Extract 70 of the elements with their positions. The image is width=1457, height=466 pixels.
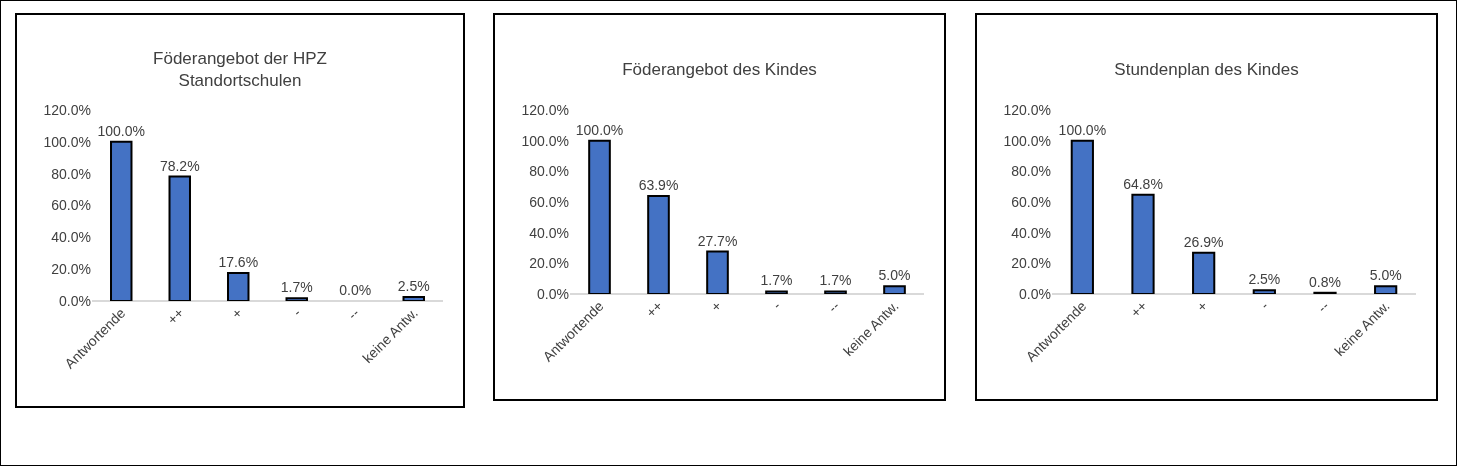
bar [1252,289,1276,294]
data-label: 2.5% [1248,271,1281,288]
data-label: 5.0% [1369,267,1402,284]
bar [883,285,906,294]
y-tick-label: 0.0% [537,285,569,302]
x-tick-label: - [289,304,305,320]
data-label: 0.0% [339,282,372,298]
y-tick-label: 20.0% [1011,255,1051,272]
y-tick-label: 100.0% [521,132,569,149]
bar [110,140,133,301]
y-tick-label: 40.0% [529,224,569,241]
data-label: 64.8% [1123,175,1163,192]
x-tick-label: ++ [1127,297,1151,321]
bar [1192,251,1216,294]
x-tick-label: -- [824,297,843,316]
data-label: 26.9% [1183,233,1224,250]
data-label: 5.0% [878,267,911,284]
y-tick-label: 120.0% [521,101,569,118]
bar [1374,285,1398,294]
bar [765,290,788,294]
y-tick-label: 60.0% [1011,193,1051,210]
y-tick-label: 80.0% [51,165,91,182]
bar [168,175,191,301]
data-label: 100.0% [97,122,145,139]
y-tick-label: 60.0% [529,193,569,210]
data-label: 17.6% [218,253,259,270]
bar [1070,139,1094,294]
y-tick-label: 80.0% [1011,163,1051,180]
y-tick-label: 40.0% [51,229,91,246]
y-tick-label: 20.0% [529,255,569,272]
y-tick-label: 100.0% [1003,132,1051,149]
data-label: 100.0% [575,121,624,138]
bar [824,290,847,294]
x-tick-label: + [707,297,725,315]
data-label: 78.2% [159,157,200,174]
data-label: 0.8% [1309,273,1341,290]
chart-title: Föderangebot des Kindes [622,60,817,80]
data-label: 63.9% [638,177,679,194]
x-tick-label: + [1193,297,1211,315]
bar [706,250,729,294]
bar [1131,193,1155,294]
y-tick-label: 20.0% [51,261,91,278]
data-label: 2.5% [397,278,430,295]
y-tick-label: 60.0% [51,197,91,214]
data-label: 1.7% [819,272,852,289]
bar [227,271,250,301]
x-tick-label: - [768,297,784,313]
chart-title: Stundenplan des Kindes [1114,60,1299,80]
bar [588,139,611,294]
bar [402,296,425,301]
y-tick-label: 100.0% [43,133,91,150]
bar [647,195,670,294]
data-label: 1.7% [760,272,793,289]
y-tick-label: 0.0% [59,292,91,309]
x-tick-label: + [228,304,246,322]
x-tick-label: -- [1314,297,1333,316]
data-label: 100.0% [1058,121,1107,138]
data-label: 27.7% [697,232,738,249]
y-tick-label: 120.0% [43,101,91,118]
data-label: 1.7% [280,279,313,296]
y-tick-label: 80.0% [529,163,569,180]
chart-title: Föderangebot der HPZ Standortschulen [153,48,327,90]
y-tick-label: 0.0% [1019,285,1051,302]
x-tick-label: ++ [642,297,666,321]
x-tick-label: ++ [163,304,187,328]
bar [285,297,308,301]
x-tick-label: - [1256,297,1272,313]
x-tick-label: -- [344,304,363,323]
y-tick-label: 120.0% [1003,101,1051,118]
y-tick-label: 40.0% [1011,224,1051,241]
